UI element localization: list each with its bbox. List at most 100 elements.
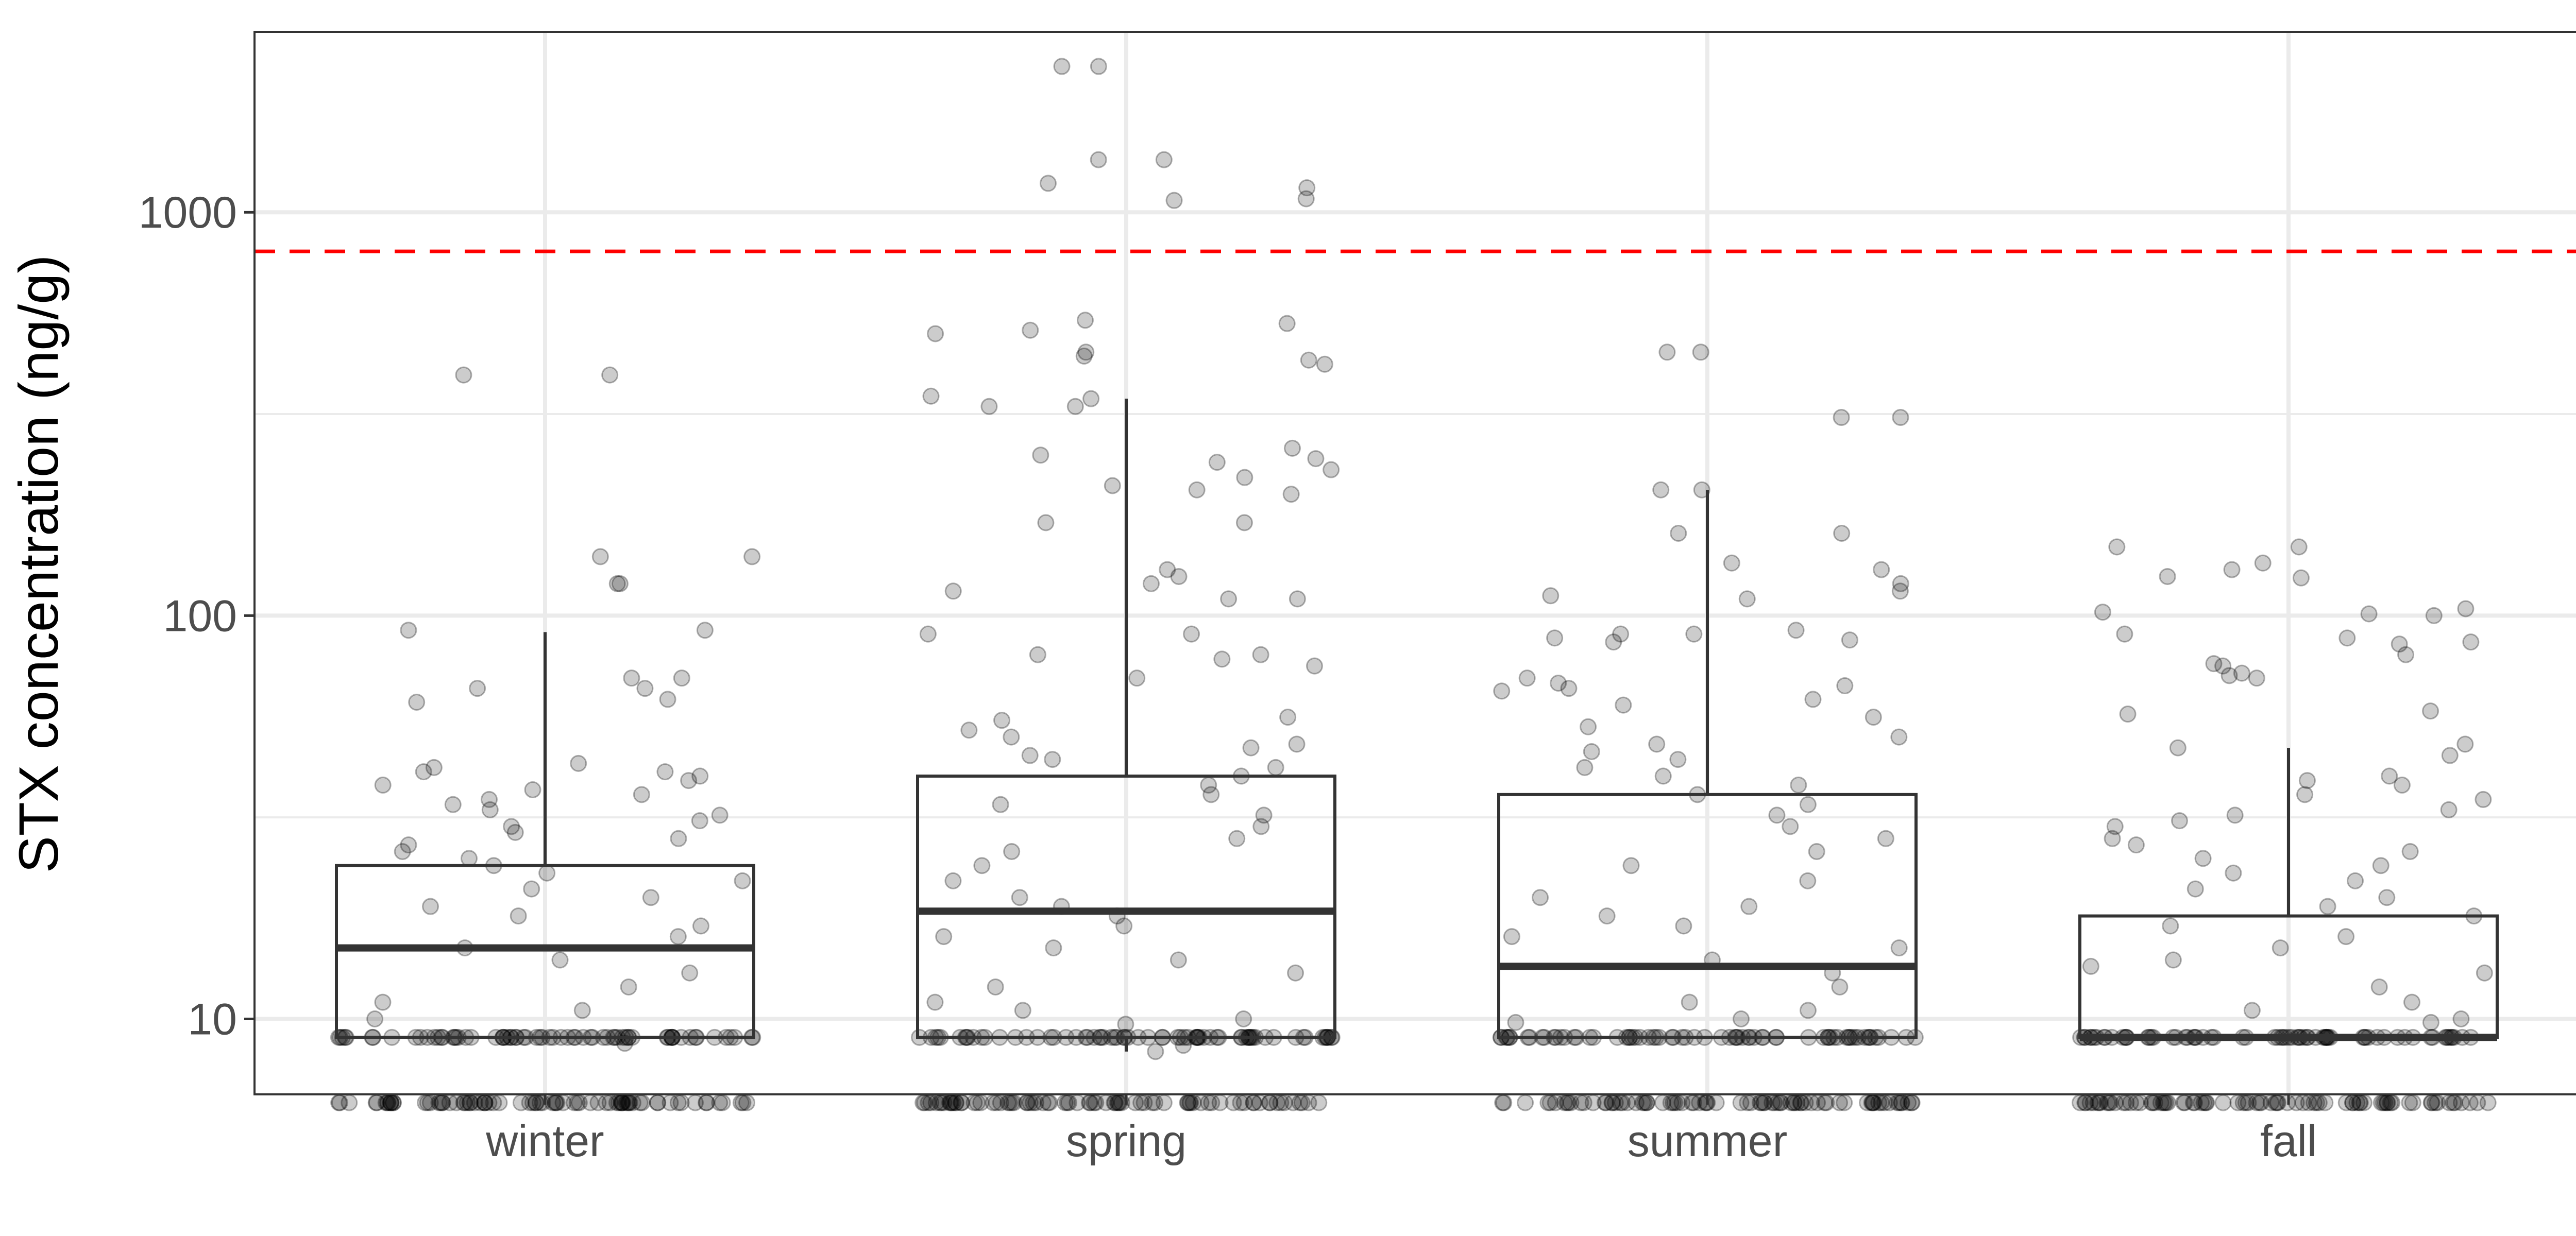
- data-point: [1032, 447, 1049, 464]
- x-tick-label: spring: [1066, 1117, 1187, 1166]
- data-point: [927, 325, 944, 342]
- data-point: [2254, 554, 2272, 572]
- data-point: [1282, 486, 1300, 503]
- data-point: [2119, 706, 2137, 723]
- data-point: [922, 387, 940, 405]
- data-point: [1213, 650, 1231, 668]
- censored-data-point: [1517, 1094, 1534, 1111]
- data-point: [2422, 702, 2439, 720]
- data-point: [469, 680, 486, 697]
- data-point: [919, 625, 937, 643]
- data-point: [601, 366, 619, 384]
- data-point: [1039, 175, 1057, 192]
- data-point: [524, 781, 541, 798]
- data-point: [620, 978, 637, 995]
- data-point: [2272, 939, 2289, 957]
- censored-data-point: [2461, 1094, 2479, 1111]
- data-point: [2456, 735, 2474, 753]
- censored-data-point: [1293, 1094, 1311, 1111]
- data-point: [1550, 675, 1567, 692]
- data-point: [1576, 759, 1594, 776]
- data-point: [2422, 1014, 2439, 1031]
- data-point: [2221, 667, 2238, 684]
- data-point: [696, 622, 714, 639]
- box: [916, 774, 1336, 1039]
- data-point: [1235, 514, 1253, 531]
- censored-data-point: [441, 1094, 459, 1111]
- censored-data-point: [589, 1094, 607, 1111]
- data-point: [681, 964, 699, 982]
- censored-data-point: [1200, 1094, 1217, 1111]
- data-point: [1003, 728, 1020, 746]
- data-point: [2440, 801, 2458, 818]
- data-point: [1669, 751, 1687, 768]
- data-point: [1503, 928, 1520, 946]
- y-tick-label: 100: [163, 591, 238, 641]
- censored-data-point: [1666, 1094, 1684, 1111]
- censored-data-point: [1310, 1094, 1328, 1111]
- data-point: [1890, 939, 1908, 957]
- data-point: [2381, 767, 2398, 785]
- censored-data-point: [2262, 1094, 2280, 1111]
- data-point: [2476, 964, 2493, 982]
- censored-data-point: [649, 1094, 666, 1111]
- data-point: [1147, 1043, 1164, 1060]
- data-point: [374, 993, 392, 1011]
- censored-data-point: [2446, 1094, 2463, 1111]
- data-point: [1252, 646, 1269, 663]
- data-point: [608, 575, 626, 592]
- data-point: [1873, 561, 1890, 578]
- data-point: [2226, 806, 2244, 824]
- data-point: [1170, 568, 1188, 585]
- censored-data-point: [2214, 1094, 2232, 1111]
- data-point: [1841, 631, 1858, 649]
- censored-data-point: [1272, 1094, 1290, 1111]
- data-point: [2457, 600, 2475, 617]
- data-point: [2298, 772, 2316, 789]
- data-point: [1037, 514, 1055, 531]
- data-point: [2292, 569, 2310, 587]
- censored-data-point: [1245, 1094, 1263, 1111]
- censored-data-point: [1604, 1094, 1621, 1111]
- data-point: [1044, 751, 1061, 768]
- data-point: [2169, 739, 2187, 757]
- data-point: [1738, 590, 1756, 608]
- data-point: [1188, 481, 1206, 499]
- data-point: [973, 857, 991, 874]
- data-point: [455, 366, 472, 384]
- censored-data-point: [2401, 1094, 2418, 1111]
- censored-data-point: [988, 1094, 1005, 1111]
- data-point: [1804, 691, 1822, 708]
- data-point: [2360, 605, 2378, 623]
- data-point: [1768, 806, 1786, 824]
- data-point: [656, 763, 674, 781]
- data-point: [1833, 409, 1850, 426]
- data-point: [1799, 872, 1817, 889]
- data-point: [691, 812, 708, 830]
- censored-data-point: [521, 1094, 538, 1111]
- data-point: [992, 796, 1009, 813]
- data-point: [2475, 791, 2492, 808]
- data-point: [1287, 964, 1304, 982]
- data-point: [2225, 864, 2242, 882]
- data-point: [1283, 439, 1301, 457]
- data-point: [669, 928, 687, 946]
- data-point: [659, 691, 676, 708]
- data-point: [633, 786, 650, 803]
- data-point: [1170, 951, 1187, 969]
- data-point: [1278, 315, 1296, 332]
- data-point: [1598, 907, 1616, 925]
- censored-data-point: [1179, 1094, 1196, 1111]
- censored-data-point: [2479, 1094, 2497, 1111]
- data-point: [1615, 696, 1632, 714]
- censored-data-point: [1060, 1094, 1078, 1111]
- data-point: [573, 1002, 591, 1019]
- data-point: [980, 398, 998, 415]
- data-point: [2372, 857, 2389, 874]
- data-point: [2187, 880, 2204, 898]
- data-point: [743, 548, 761, 565]
- data-point: [480, 791, 498, 808]
- data-point: [680, 772, 698, 789]
- data-point: [1316, 355, 1333, 373]
